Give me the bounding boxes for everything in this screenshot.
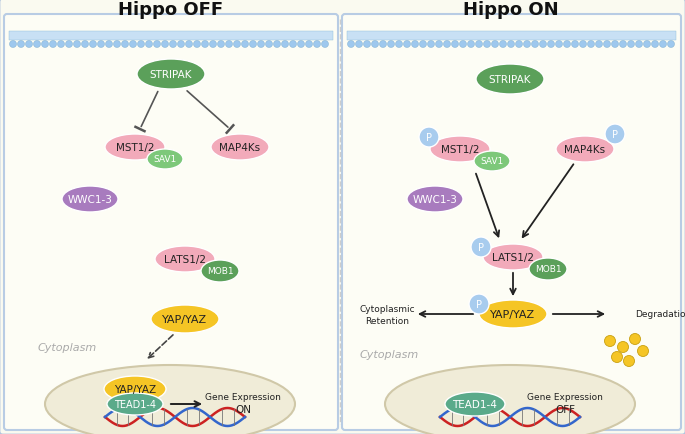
Ellipse shape [407, 187, 463, 213]
Text: MOB1: MOB1 [207, 267, 234, 276]
Ellipse shape [529, 258, 567, 280]
Ellipse shape [403, 41, 410, 48]
Ellipse shape [580, 41, 586, 48]
Ellipse shape [499, 41, 506, 48]
Text: Hippo ON: Hippo ON [463, 1, 559, 19]
Ellipse shape [471, 237, 491, 257]
Ellipse shape [105, 41, 112, 48]
Ellipse shape [137, 60, 205, 90]
Text: Cytoplasm: Cytoplasm [360, 349, 419, 359]
Ellipse shape [643, 41, 651, 48]
Ellipse shape [73, 41, 81, 48]
Ellipse shape [547, 41, 554, 48]
Text: P: P [476, 299, 482, 309]
Ellipse shape [419, 128, 439, 148]
Ellipse shape [379, 41, 386, 48]
Ellipse shape [153, 41, 160, 48]
Ellipse shape [58, 41, 64, 48]
Ellipse shape [249, 41, 256, 48]
Ellipse shape [49, 41, 56, 48]
Ellipse shape [475, 41, 482, 48]
Text: STRIPAK: STRIPAK [150, 70, 192, 80]
Text: ON: ON [235, 404, 251, 414]
Ellipse shape [605, 125, 625, 145]
FancyBboxPatch shape [342, 15, 681, 430]
Text: MAP4Ks: MAP4Ks [219, 143, 260, 153]
Ellipse shape [516, 41, 523, 48]
Ellipse shape [25, 41, 32, 48]
Ellipse shape [556, 41, 562, 48]
Ellipse shape [321, 41, 329, 48]
Ellipse shape [630, 334, 640, 345]
Ellipse shape [627, 41, 634, 48]
Ellipse shape [218, 41, 225, 48]
Text: MOB1: MOB1 [535, 265, 561, 274]
Text: YAP/YAZ: YAP/YAZ [162, 314, 208, 324]
Ellipse shape [364, 41, 371, 48]
Ellipse shape [211, 135, 269, 161]
Ellipse shape [479, 300, 547, 328]
Ellipse shape [388, 41, 395, 48]
Ellipse shape [651, 41, 658, 48]
Ellipse shape [10, 41, 16, 48]
Text: OFF: OFF [555, 404, 575, 414]
Ellipse shape [242, 41, 249, 48]
Ellipse shape [467, 41, 475, 48]
Text: Retention: Retention [365, 317, 409, 326]
Text: YAP/YAZ: YAP/YAZ [490, 309, 536, 319]
Ellipse shape [210, 41, 216, 48]
Ellipse shape [451, 41, 458, 48]
Ellipse shape [638, 346, 649, 357]
Ellipse shape [105, 135, 165, 161]
Ellipse shape [595, 41, 603, 48]
Text: P: P [612, 130, 618, 140]
Text: Gene Expression: Gene Expression [527, 393, 603, 401]
Ellipse shape [476, 65, 544, 95]
Ellipse shape [266, 41, 273, 48]
Ellipse shape [186, 41, 192, 48]
Ellipse shape [155, 247, 215, 273]
Ellipse shape [395, 41, 403, 48]
Text: MST1/2: MST1/2 [440, 145, 479, 155]
Ellipse shape [636, 41, 643, 48]
Ellipse shape [667, 41, 675, 48]
Ellipse shape [225, 41, 232, 48]
Ellipse shape [162, 41, 169, 48]
Text: Cytoplasmic: Cytoplasmic [359, 305, 415, 314]
Ellipse shape [508, 41, 514, 48]
Ellipse shape [356, 41, 362, 48]
Ellipse shape [419, 41, 427, 48]
Text: STRIPAK: STRIPAK [489, 75, 532, 85]
Ellipse shape [612, 352, 623, 363]
Text: Hippo OFF: Hippo OFF [119, 1, 223, 19]
Ellipse shape [523, 41, 530, 48]
Ellipse shape [660, 41, 667, 48]
Ellipse shape [484, 41, 490, 48]
Ellipse shape [121, 41, 129, 48]
Ellipse shape [201, 260, 239, 283]
Ellipse shape [603, 41, 610, 48]
Ellipse shape [469, 294, 489, 314]
Ellipse shape [145, 41, 153, 48]
Ellipse shape [34, 41, 40, 48]
Text: Gene Expression: Gene Expression [205, 393, 281, 401]
Ellipse shape [314, 41, 321, 48]
Ellipse shape [45, 365, 295, 434]
Ellipse shape [138, 41, 145, 48]
FancyBboxPatch shape [347, 32, 676, 41]
Ellipse shape [556, 137, 614, 163]
Text: TEAD1-4: TEAD1-4 [114, 399, 156, 409]
Ellipse shape [445, 392, 505, 416]
Ellipse shape [18, 41, 25, 48]
Text: Cytoplasm: Cytoplasm [38, 342, 97, 352]
Ellipse shape [460, 41, 466, 48]
Ellipse shape [82, 41, 88, 48]
Text: MST1/2: MST1/2 [116, 143, 154, 153]
Ellipse shape [436, 41, 443, 48]
Ellipse shape [169, 41, 177, 48]
Ellipse shape [540, 41, 547, 48]
Ellipse shape [619, 41, 627, 48]
Ellipse shape [612, 41, 619, 48]
Ellipse shape [347, 41, 355, 48]
